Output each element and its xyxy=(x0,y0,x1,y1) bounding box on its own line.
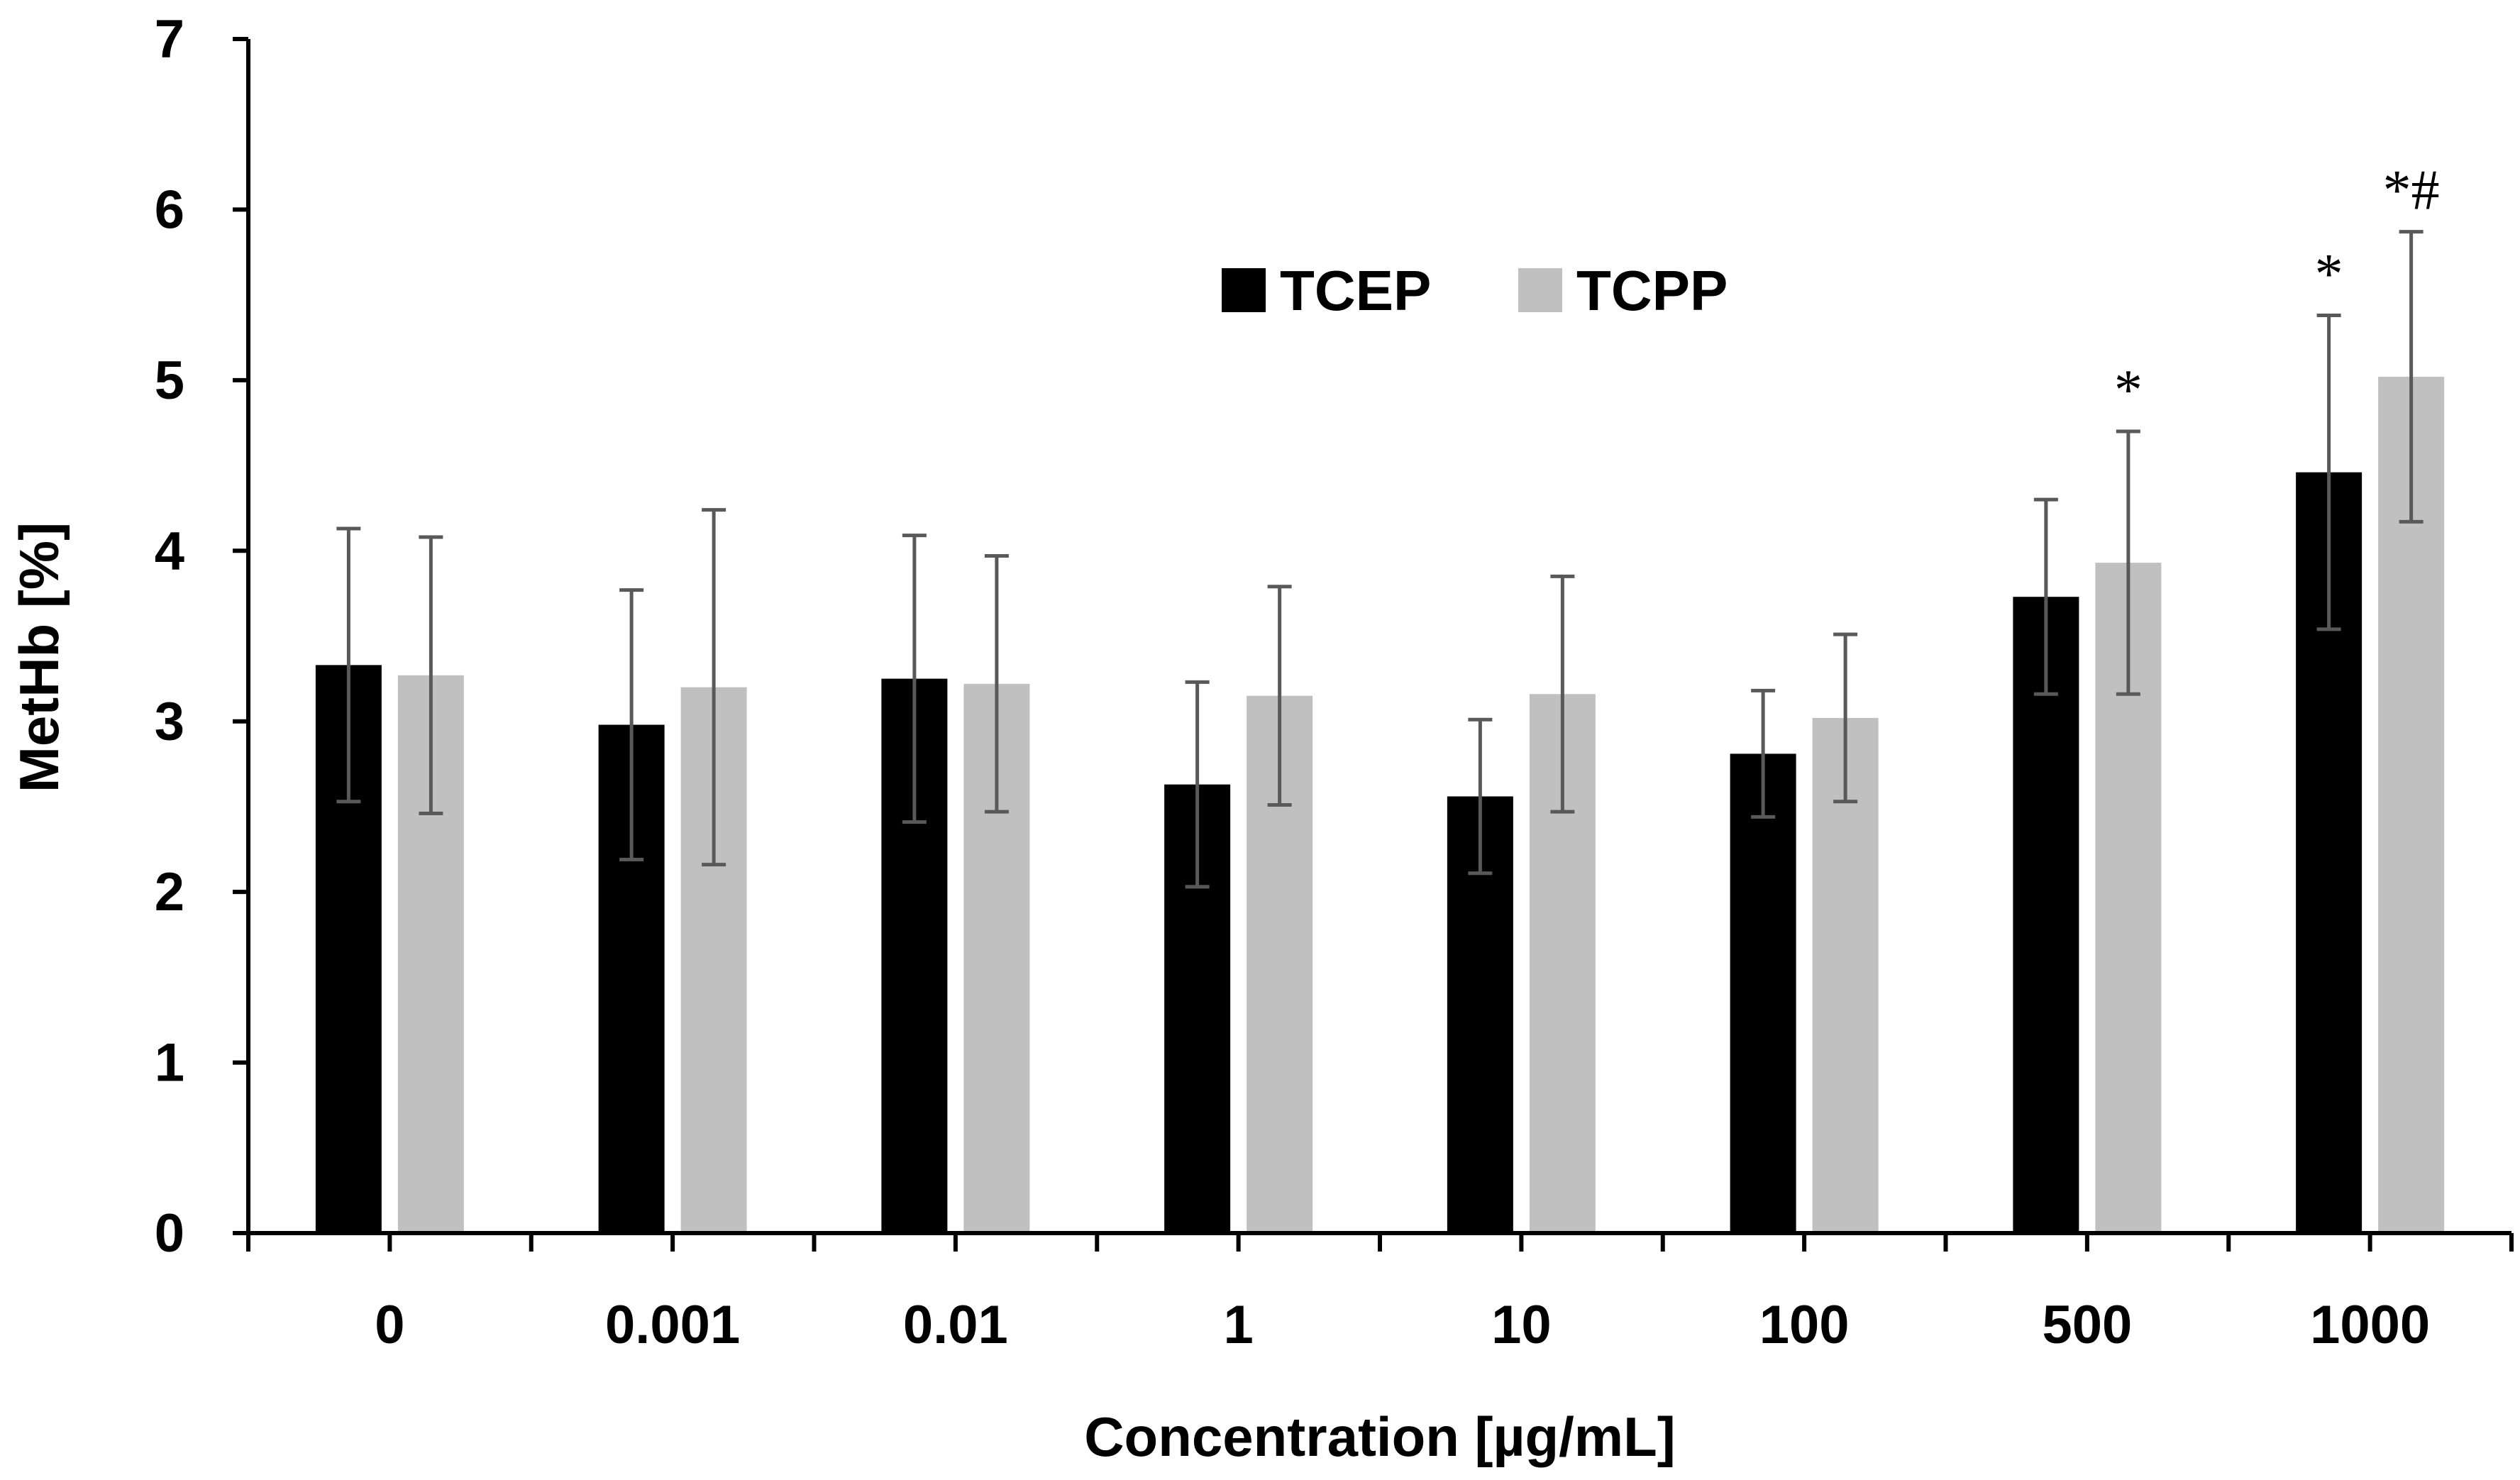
error-bar xyxy=(619,588,644,861)
x-tick-label: 0.01 xyxy=(903,1295,1008,1355)
x-tick-label: 0 xyxy=(375,1295,404,1355)
error-bar xyxy=(2033,497,2058,696)
bar-tcpp xyxy=(1812,717,1879,1233)
y-tick-label: 6 xyxy=(155,180,184,240)
y-tick-label: 2 xyxy=(155,862,184,922)
y-tick-label: 0 xyxy=(155,1203,184,1264)
x-tick-label: 500 xyxy=(2042,1295,2132,1355)
x-tick-label: 0.001 xyxy=(605,1295,740,1355)
y-axis-title: MetHb [%] xyxy=(8,522,70,793)
error-bar xyxy=(1751,688,1776,819)
bar-tcep xyxy=(2013,597,2079,1233)
y-tick-label: 1 xyxy=(155,1033,184,1093)
y-tick-label: 3 xyxy=(155,692,184,752)
error-bar xyxy=(1185,680,1210,889)
error-bars-layer xyxy=(336,230,2424,889)
y-tick-label: 5 xyxy=(155,350,184,411)
significance-annotation: * xyxy=(2315,243,2343,305)
significance-annotation: * xyxy=(2114,359,2143,421)
legend-swatch xyxy=(1222,268,1266,312)
x-tick-label: 1 xyxy=(1223,1295,1253,1355)
x-axis-title: Concentration [µg/mL] xyxy=(1084,1406,1676,1468)
error-bar xyxy=(1267,585,1292,807)
x-ticks: 0 0.001 0.01 1 10 100 500 1000 xyxy=(246,1233,2514,1355)
x-tick-label: 10 xyxy=(1491,1295,1552,1355)
legend: TCEP TCPP xyxy=(1222,259,1728,322)
legend-label: TCEP xyxy=(1280,259,1431,322)
y-tick-label: 4 xyxy=(155,521,184,581)
error-bar xyxy=(984,553,1009,814)
bar-tcep xyxy=(1730,753,1796,1233)
error-bar xyxy=(2316,313,2341,631)
x-tick-label: 100 xyxy=(1759,1295,1850,1355)
legend-item-tcep: TCEP xyxy=(1222,259,1431,322)
error-bar xyxy=(902,534,927,824)
bars-layer xyxy=(315,377,2445,1233)
error-bar xyxy=(2399,230,2424,524)
error-bar xyxy=(419,535,443,816)
y-ticks: 0 1 2 3 4 5 6 7 xyxy=(155,9,248,1264)
legend-item-tcpp: TCPP xyxy=(1518,259,1728,322)
annotations-layer: * * *# xyxy=(2114,160,2440,421)
legend-swatch xyxy=(1518,268,1562,312)
error-bar xyxy=(1550,574,1575,814)
axes-layer xyxy=(246,39,2511,1235)
error-bar xyxy=(2116,429,2140,696)
significance-annotation: *# xyxy=(2383,160,2440,222)
error-bar xyxy=(702,508,726,867)
legend-label: TCPP xyxy=(1576,259,1728,322)
error-bar xyxy=(1468,717,1493,876)
y-tick-label: 7 xyxy=(155,9,184,70)
error-bar xyxy=(1833,632,1858,804)
error-bar xyxy=(336,526,361,804)
x-tick-label: 1000 xyxy=(2310,1295,2430,1355)
